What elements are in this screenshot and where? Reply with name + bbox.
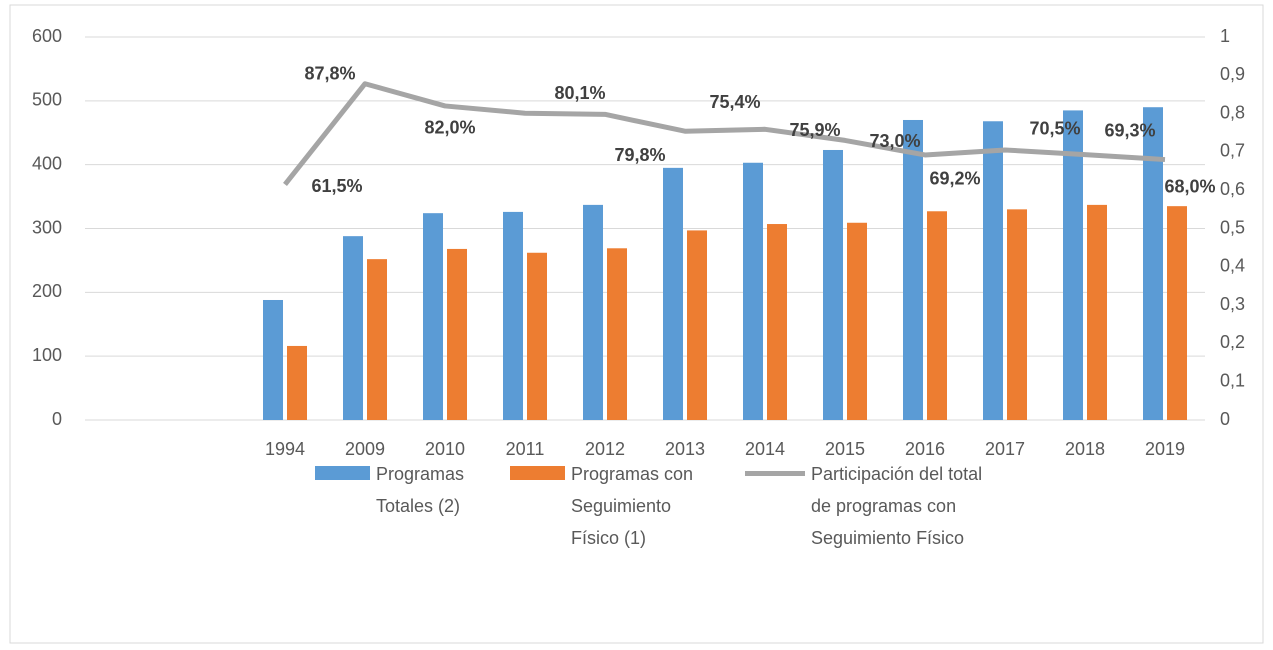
bar <box>263 299 283 420</box>
bar <box>1063 110 1083 421</box>
data-label: 80,1% <box>554 83 605 103</box>
bar <box>1143 107 1163 420</box>
legend-item: Programas Totales (2) <box>315 458 495 522</box>
legend-label: Participación del total de programas con… <box>811 464 983 548</box>
y-tick-label: 400 <box>32 153 62 173</box>
bar <box>607 248 627 420</box>
legend-item: Participación del total de programas con… <box>745 458 985 554</box>
y-tick-label: 300 <box>32 217 62 237</box>
chart-frame <box>9 4 1264 644</box>
legend-swatch <box>315 466 370 480</box>
x-tick-label: 2011 <box>506 439 545 459</box>
x-tick-label: 2018 <box>1065 439 1105 459</box>
x-tick-label: 2019 <box>1145 439 1185 459</box>
data-label: 69,3% <box>1104 120 1155 140</box>
data-label: 61,5% <box>311 176 362 196</box>
legend-swatch <box>745 471 805 476</box>
x-tick-label: 1994 <box>265 439 305 459</box>
bar <box>367 259 387 420</box>
legend-label: Programas Totales (2) <box>376 464 465 516</box>
y-tick-label: 200 <box>32 281 62 301</box>
x-tick-label: 2014 <box>745 439 785 459</box>
bar <box>927 211 947 420</box>
x-tick-label: 2015 <box>825 439 865 459</box>
x-tick-label: 2016 <box>905 439 945 459</box>
y2-tick-label: 0,5 <box>1220 217 1245 237</box>
data-label: 82,0% <box>424 118 475 138</box>
legend-item: Programas con Seguimiento Físico (1) <box>510 458 710 554</box>
bar <box>847 222 867 420</box>
data-label: 73,0% <box>869 131 920 151</box>
x-tick-label: 2012 <box>585 439 625 459</box>
bar <box>687 230 707 420</box>
legend-label: Programas con Seguimiento Físico (1) <box>571 464 694 548</box>
bar <box>1167 206 1187 420</box>
y2-tick-label: 0,8 <box>1220 102 1245 122</box>
y-tick-label: 100 <box>32 345 62 365</box>
data-label: 70,5% <box>1029 119 1080 139</box>
bar <box>767 224 787 420</box>
x-tick-label: 2009 <box>345 439 385 459</box>
bar <box>663 167 683 420</box>
y-tick-label: 500 <box>32 90 62 110</box>
y2-tick-label: 0,4 <box>1220 256 1245 276</box>
data-label: 75,4% <box>709 92 760 112</box>
line <box>283 81 1166 187</box>
y2-tick-label: 0,2 <box>1220 332 1245 352</box>
data-label: 87,8% <box>304 63 355 83</box>
bar <box>503 211 523 420</box>
y2-tick-label: 0 <box>1220 409 1230 429</box>
y-tick-label: 600 <box>32 26 62 46</box>
bar <box>903 119 923 420</box>
x-tick-label: 2010 <box>425 439 465 459</box>
legend-swatch <box>510 466 565 480</box>
bar <box>527 252 547 420</box>
y2-tick-label: 0,7 <box>1220 141 1245 161</box>
bar <box>1087 204 1107 420</box>
data-label: 69,2% <box>929 169 980 189</box>
data-label: 75,9% <box>789 120 840 140</box>
y2-tick-label: 0,9 <box>1220 64 1245 84</box>
data-label: 68,0% <box>1164 176 1215 196</box>
bar <box>423 213 443 420</box>
bar <box>823 149 843 421</box>
bar <box>983 121 1003 420</box>
bar <box>343 236 363 420</box>
x-tick-label: 2017 <box>985 439 1025 459</box>
data-label: 79,8% <box>614 145 665 165</box>
bar <box>583 204 603 420</box>
bar <box>1007 209 1027 420</box>
y-tick-label: 0 <box>52 409 62 429</box>
bar <box>447 248 467 420</box>
bar <box>743 162 763 421</box>
bar <box>287 345 307 420</box>
y2-tick-label: 1 <box>1220 26 1230 46</box>
y2-tick-label: 0,6 <box>1220 179 1245 199</box>
y2-tick-label: 0,1 <box>1220 370 1245 390</box>
x-tick-label: 2013 <box>665 439 705 459</box>
y2-tick-label: 0,3 <box>1220 294 1245 314</box>
